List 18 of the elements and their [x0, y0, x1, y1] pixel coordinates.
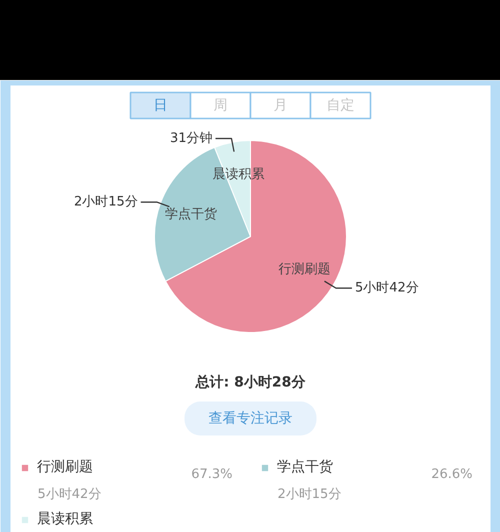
slice-label: 学点干货 — [165, 207, 218, 222]
text: 月 — [274, 98, 288, 114]
text: 2小时15分 — [278, 487, 342, 502]
text: 5小时42分 — [38, 487, 102, 502]
data-label: 26.6% — [431, 467, 473, 482]
slice-label: 行测刷题 — [278, 262, 331, 277]
data-label: 67.3% — [191, 467, 233, 482]
text: 31分钟 — [170, 130, 212, 146]
text: 总计: 8小时28分 — [194, 374, 306, 390]
legend-label: 晨读积累 — [37, 510, 93, 528]
legend-label: 行测刷题 — [37, 458, 93, 476]
text: 自定 — [326, 98, 354, 114]
text: 5小时42分 — [354, 280, 419, 296]
legend-label: 学点干货 — [277, 458, 333, 476]
text: 日 — [154, 98, 168, 114]
text: 2小时15分 — [74, 194, 138, 210]
text: 查看专注记录 — [208, 410, 292, 426]
text: 周 — [214, 98, 228, 114]
